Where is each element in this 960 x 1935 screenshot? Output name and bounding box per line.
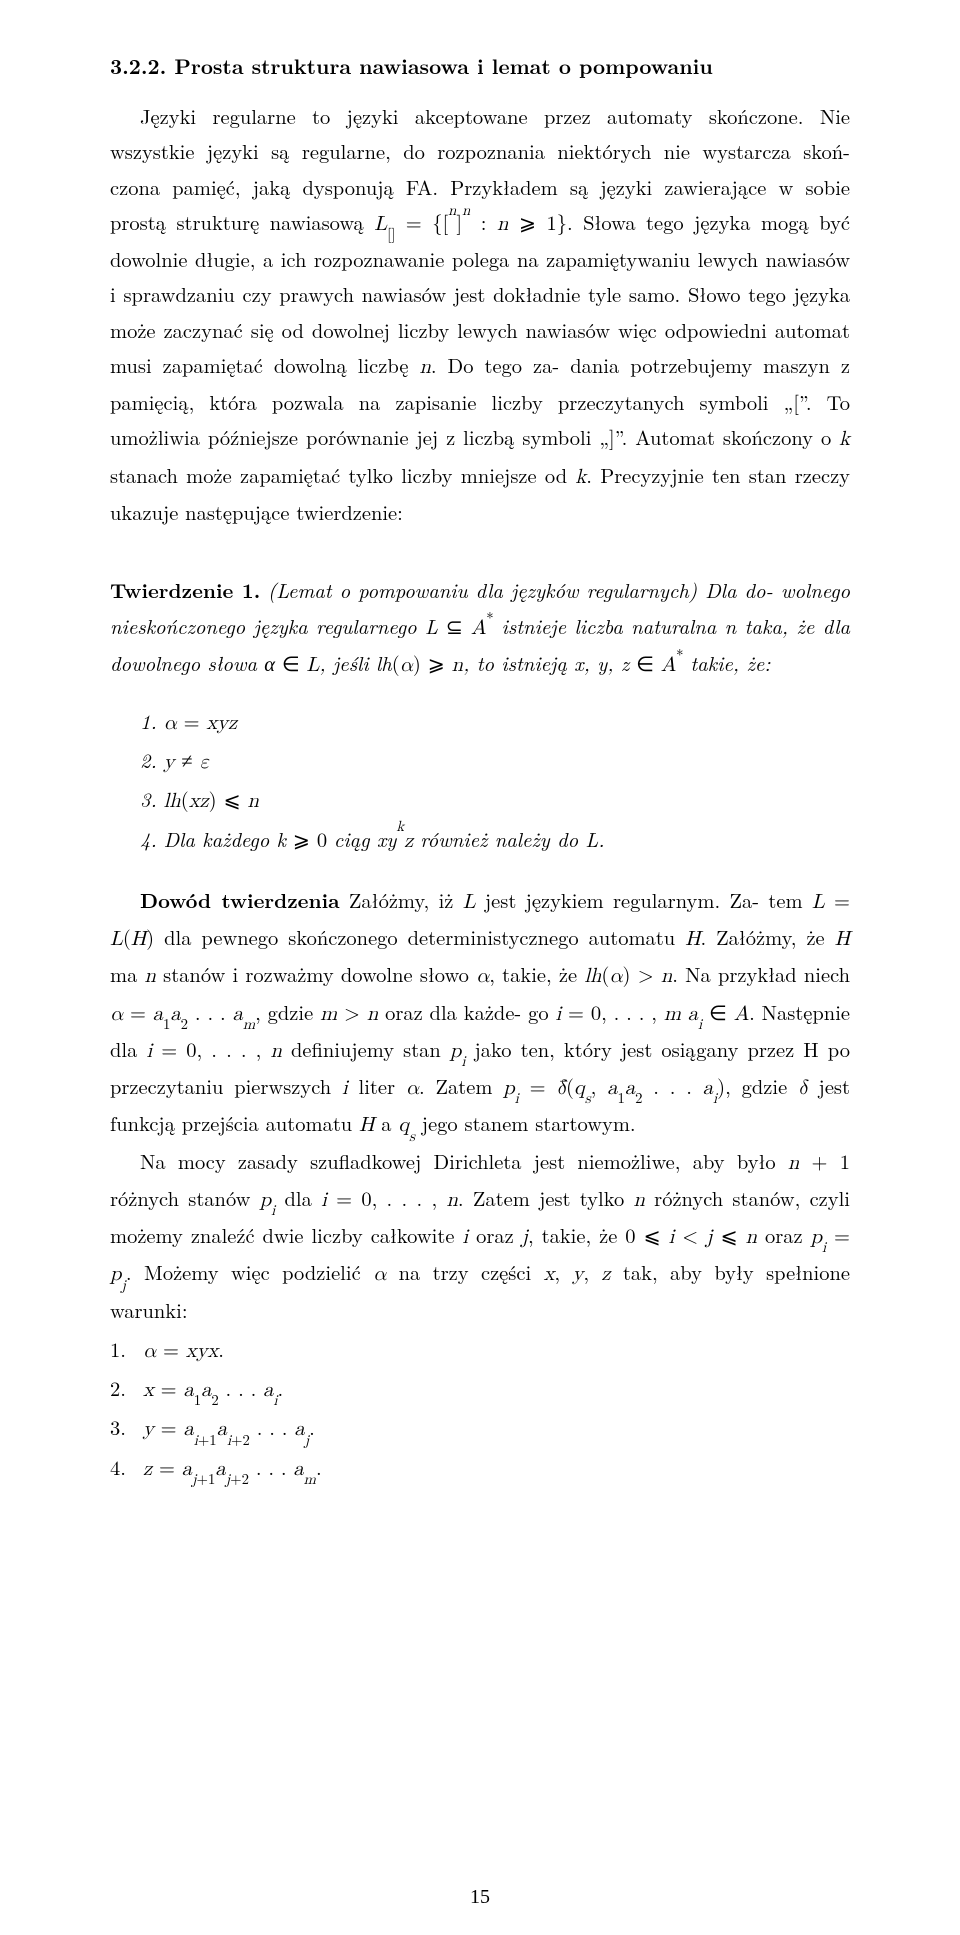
condition-items: 1. α = xyx. 2. x = a1a2 . . . ai. 3. y =… <box>110 1331 850 1486</box>
cond-item-2: 2. x = a1a2 . . . ai. <box>110 1370 850 1407</box>
cond-item-3: 3. y = ai+1ai+2 . . . aj. <box>110 1409 850 1446</box>
theorem-item-3: 3. lh(xz) ⩽ n <box>140 781 850 818</box>
proof-paragraph-2: Na mocy zasady szufladkowej Dirichleta j… <box>110 1143 850 1327</box>
section-heading: 3.2.2. Prosta struktura nawiasowa i lema… <box>110 48 850 84</box>
theorem-item-4: 4. Dla każdego k ⩾ 0 ciąg xykz również n… <box>140 821 850 858</box>
theorem-item-2: 2. y ≠ ε <box>140 742 850 779</box>
cond-item-1: 1. α = xyx. <box>110 1331 850 1368</box>
page-wrapper: 3.2.2. Prosta struktura nawiasowa i lema… <box>0 0 960 1935</box>
proof-paragraph-1: Dowód twierdzenia Załóżmy, iż L jest jęz… <box>110 882 850 1143</box>
page-body: 3.2.2. Prosta struktura nawiasowa i lema… <box>0 0 960 1548</box>
cond-item-4: 4. z = aj+1aj+2 . . . am. <box>110 1449 850 1486</box>
theorem-label: Twierdzenie 1. <box>110 576 260 605</box>
paragraph-intro: Języki regularne to języki akceptowane p… <box>110 98 850 529</box>
theorem-item-1: 1. α = xyz <box>140 703 850 740</box>
proof-label: Dowód twierdzenia <box>140 886 340 915</box>
theorem: Twierdzenie 1. (Lemat o pompowaniu dla j… <box>110 572 850 683</box>
page-number: 15 <box>0 1886 960 1909</box>
theorem-items: 1. α = xyz 2. y ≠ ε 3. lh(xz) ⩽ n 4. Dla… <box>110 703 850 858</box>
